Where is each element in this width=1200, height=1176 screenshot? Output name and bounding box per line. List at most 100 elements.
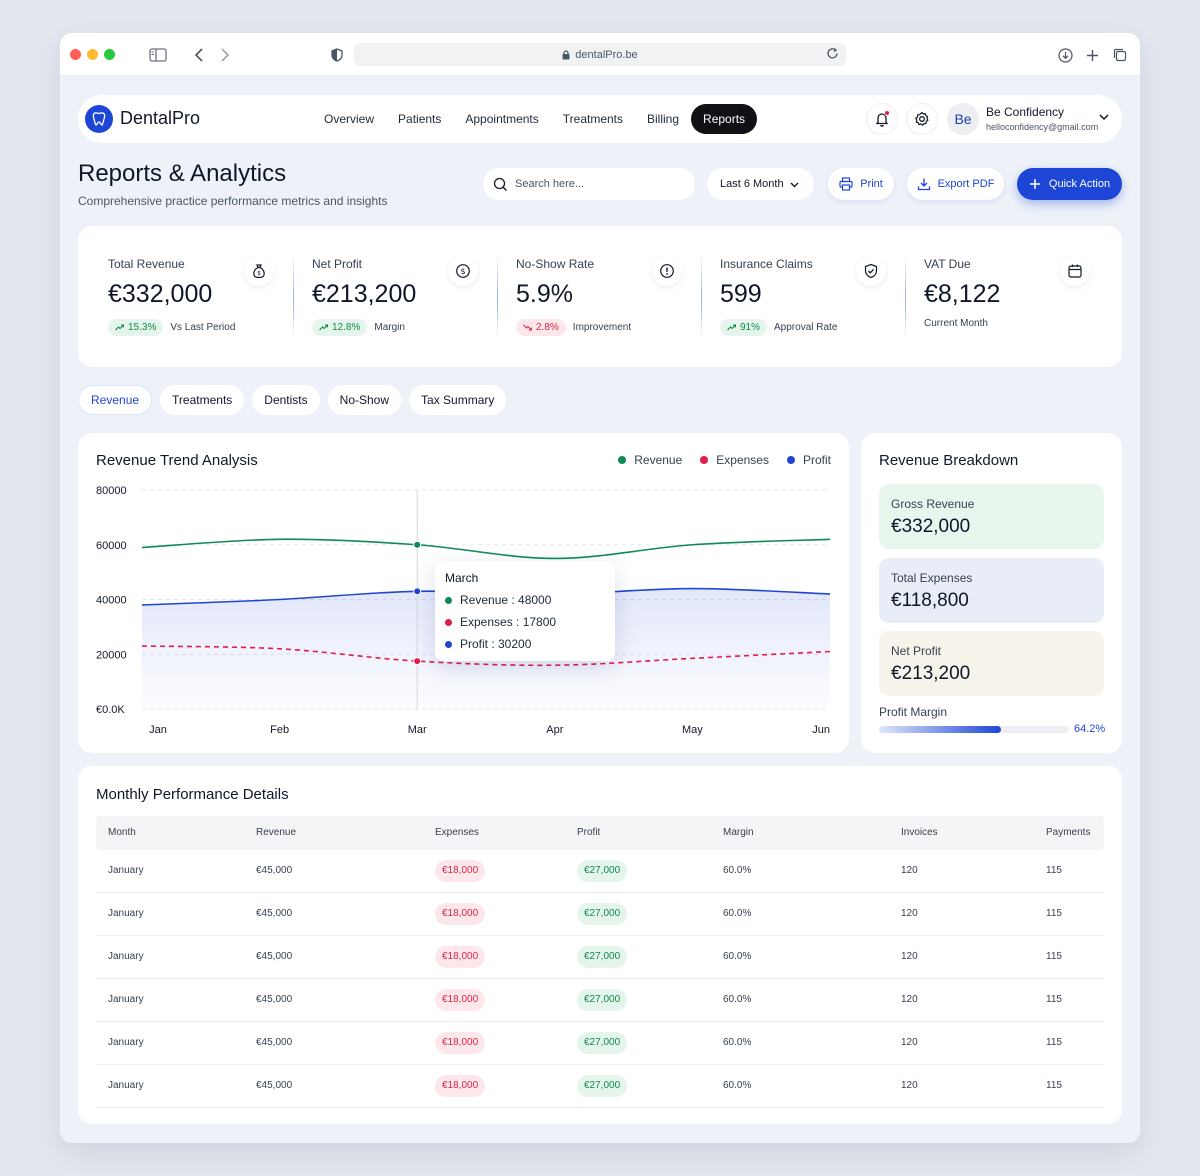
quick-action-label: Quick Action <box>1048 178 1111 190</box>
col-revenue[interactable]: Revenue <box>256 827 297 838</box>
tooltip-text: Revenue : 48000 <box>460 593 552 607</box>
user-name[interactable]: Be Confidency <box>986 105 1065 119</box>
close-window-button[interactable] <box>70 49 81 60</box>
notifications-button[interactable] <box>866 103 898 135</box>
stat-label: Total Revenue <box>108 257 185 271</box>
col-margin[interactable]: Margin <box>723 827 754 838</box>
trend-up-badge: 91% <box>720 319 768 336</box>
hover-point-profit <box>413 587 422 596</box>
page-title: Reports & Analytics <box>78 160 287 187</box>
tab-revenue[interactable]: Revenue <box>78 385 153 415</box>
cell-profit: €27,000 <box>577 1075 628 1097</box>
nav-patients[interactable]: Patients <box>398 112 442 126</box>
sidebar-toggle-icon[interactable] <box>148 45 168 65</box>
address-bar[interactable]: dentalPro.be <box>354 43 846 66</box>
stat-value: €8,122 <box>924 280 1001 308</box>
print-button[interactable]: Print <box>828 168 894 200</box>
cell-payments: 115 <box>1046 865 1062 876</box>
col-payments[interactable]: Payments <box>1046 827 1091 838</box>
revenue-trend-card: 80000 60000 40000 20000 €0.0K Jan Feb Mar Apr May… <box>78 433 849 753</box>
search-icon <box>493 177 507 191</box>
settings-button[interactable] <box>906 103 938 135</box>
table-row[interactable]: January €45,000 €18,000 €27,000 60.0% 120 115 <box>96 850 1104 893</box>
chart-legend: Revenue Expenses Profit <box>618 453 831 467</box>
app-logo-text[interactable]: DentalPro <box>120 108 201 128</box>
cell-month: January <box>108 865 144 876</box>
tab-dentists[interactable]: Dentists <box>252 385 320 415</box>
nav-appointments[interactable]: Appointments <box>465 112 539 126</box>
trend-up-badge: 15.3% <box>108 319 164 336</box>
quick-action-button[interactable]: Quick Action <box>1017 168 1122 200</box>
stat-divider <box>701 254 702 340</box>
table-title: Monthly Performance Details <box>96 786 289 803</box>
chevron-down-icon[interactable] <box>1098 111 1110 123</box>
cell-profit: €27,000 <box>577 989 628 1011</box>
tab-no-show[interactable]: No-Show <box>327 385 402 415</box>
legend-revenue[interactable]: Revenue <box>618 453 682 467</box>
privacy-shield-icon[interactable] <box>327 45 347 65</box>
tab-tax-summary[interactable]: Tax Summary <box>409 385 507 415</box>
calendar-icon <box>1060 256 1090 286</box>
trend-up-icon <box>727 324 736 331</box>
chart-tooltip: March Revenue : 48000 Expenses : 17800 P… <box>435 561 615 661</box>
stat-label: Insurance Claims <box>720 257 813 271</box>
table-row[interactable]: January €45,000 €18,000 €27,000 60.0% 120 115 <box>96 893 1104 936</box>
download-icon[interactable] <box>1055 45 1075 65</box>
col-invoices[interactable]: Invoices <box>901 827 938 838</box>
browser-toolbar: dentalPro.be <box>60 33 1140 76</box>
stat-label: VAT Due <box>924 257 971 271</box>
period-dropdown[interactable]: Last 6 Month <box>707 168 814 200</box>
forward-arrow-icon[interactable] <box>215 45 235 65</box>
profit-margin-value: 64.2% <box>1074 723 1106 735</box>
back-arrow-icon[interactable] <box>189 45 209 65</box>
cell-margin: 60.0% <box>723 908 752 919</box>
col-expenses[interactable]: Expenses <box>435 827 479 838</box>
cell-invoices: 120 <box>901 865 918 876</box>
avatar[interactable]: Be <box>947 103 979 135</box>
search-input[interactable] <box>515 178 685 190</box>
stat-insurance-claims: Insurance Claims 599 91% Approval Rate <box>690 226 894 367</box>
svg-text:$: $ <box>460 267 465 276</box>
nav-reports[interactable]: Reports <box>691 104 758 134</box>
x-tick-label: Jun <box>812 724 830 736</box>
table-row[interactable]: January €45,000 €18,000 €27,000 60.0% 120 115 <box>96 1065 1104 1108</box>
maximize-window-button[interactable] <box>104 49 115 60</box>
legend-profit[interactable]: Profit <box>786 453 831 467</box>
reload-icon[interactable] <box>826 47 839 60</box>
report-tabs: Revenue Treatments Dentists No-Show Tax … <box>78 385 507 415</box>
printer-icon <box>839 177 853 191</box>
monthly-performance-card: Monthly Performance Details Month Revenu… <box>78 766 1122 1124</box>
search-box[interactable] <box>483 168 695 200</box>
hover-point-expenses <box>413 657 422 666</box>
col-profit[interactable]: Profit <box>577 827 601 838</box>
cell-expenses: €18,000 <box>435 1075 486 1097</box>
nav-billing[interactable]: Billing <box>647 112 680 126</box>
nav-treatments[interactable]: Treatments <box>562 112 624 126</box>
stat-note: Improvement <box>572 322 632 333</box>
nav-overview[interactable]: Overview <box>324 112 375 126</box>
revenue-breakdown-card: Revenue Breakdown Gross Revenue €332,000… <box>861 433 1122 753</box>
badge-value: 91% <box>740 322 761 333</box>
stat-label: Net Profit <box>312 257 363 271</box>
col-month[interactable]: Month <box>108 827 136 838</box>
cell-payments: 115 <box>1046 1080 1062 1091</box>
minimize-window-button[interactable] <box>87 49 98 60</box>
cell-revenue: €45,000 <box>256 1037 293 1048</box>
stat-total-revenue: Total Revenue €332,000 $ 15.3% Vs Last P… <box>78 226 282 367</box>
export-pdf-button[interactable]: Export PDF <box>907 168 1004 200</box>
cell-margin: 60.0% <box>723 1037 752 1048</box>
user-email: helloconfidency@gmail.com <box>986 122 1099 132</box>
cell-profit: €27,000 <box>577 903 628 925</box>
legend-dot-expenses <box>700 456 709 464</box>
lock-icon <box>562 49 570 59</box>
legend-dot-profit <box>786 456 795 464</box>
table-row[interactable]: January €45,000 €18,000 €27,000 60.0% 120 115 <box>96 1022 1104 1065</box>
notification-indicator <box>884 110 890 116</box>
table-row[interactable]: January €45,000 €18,000 €27,000 60.0% 120 115 <box>96 979 1104 1022</box>
table-row[interactable]: January €45,000 €18,000 €27,000 60.0% 120 115 <box>96 936 1104 979</box>
legend-expenses[interactable]: Expenses <box>700 453 769 467</box>
tab-overview-icon[interactable] <box>1110 45 1130 65</box>
new-tab-icon[interactable] <box>1082 45 1102 65</box>
stat-value: 5.9% <box>516 280 573 308</box>
tab-treatments[interactable]: Treatments <box>160 385 245 415</box>
